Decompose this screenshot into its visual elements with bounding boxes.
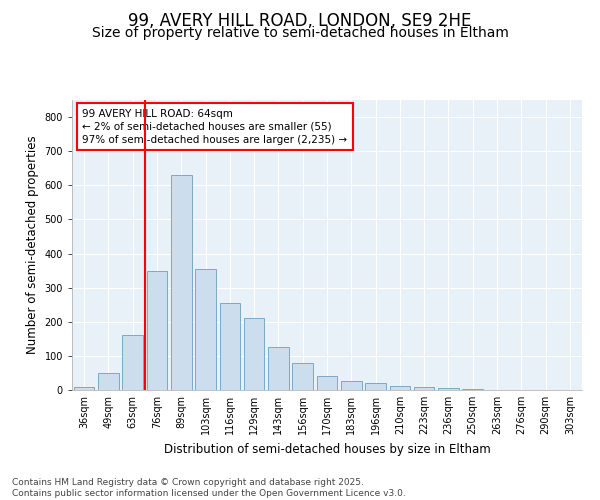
Bar [438, 388, 459, 390]
Bar [365, 383, 386, 390]
Text: Size of property relative to semi-detached houses in Eltham: Size of property relative to semi-detach… [92, 26, 508, 40]
Bar [317, 376, 337, 390]
Bar [220, 303, 240, 390]
Bar [74, 386, 94, 390]
Bar [122, 336, 143, 390]
X-axis label: Distribution of semi-detached houses by size in Eltham: Distribution of semi-detached houses by … [164, 442, 490, 456]
Bar [463, 389, 483, 390]
Bar [171, 175, 191, 390]
Bar [98, 373, 119, 390]
Bar [244, 318, 265, 390]
Text: 99, AVERY HILL ROAD, LONDON, SE9 2HE: 99, AVERY HILL ROAD, LONDON, SE9 2HE [128, 12, 472, 30]
Text: Contains HM Land Registry data © Crown copyright and database right 2025.
Contai: Contains HM Land Registry data © Crown c… [12, 478, 406, 498]
Bar [292, 362, 313, 390]
Y-axis label: Number of semi-detached properties: Number of semi-detached properties [26, 136, 39, 354]
Bar [341, 382, 362, 390]
Bar [268, 348, 289, 390]
Bar [389, 386, 410, 390]
Bar [195, 269, 216, 390]
Bar [146, 270, 167, 390]
Bar [414, 388, 434, 390]
Text: 99 AVERY HILL ROAD: 64sqm
← 2% of semi-detached houses are smaller (55)
97% of s: 99 AVERY HILL ROAD: 64sqm ← 2% of semi-d… [82, 108, 347, 145]
